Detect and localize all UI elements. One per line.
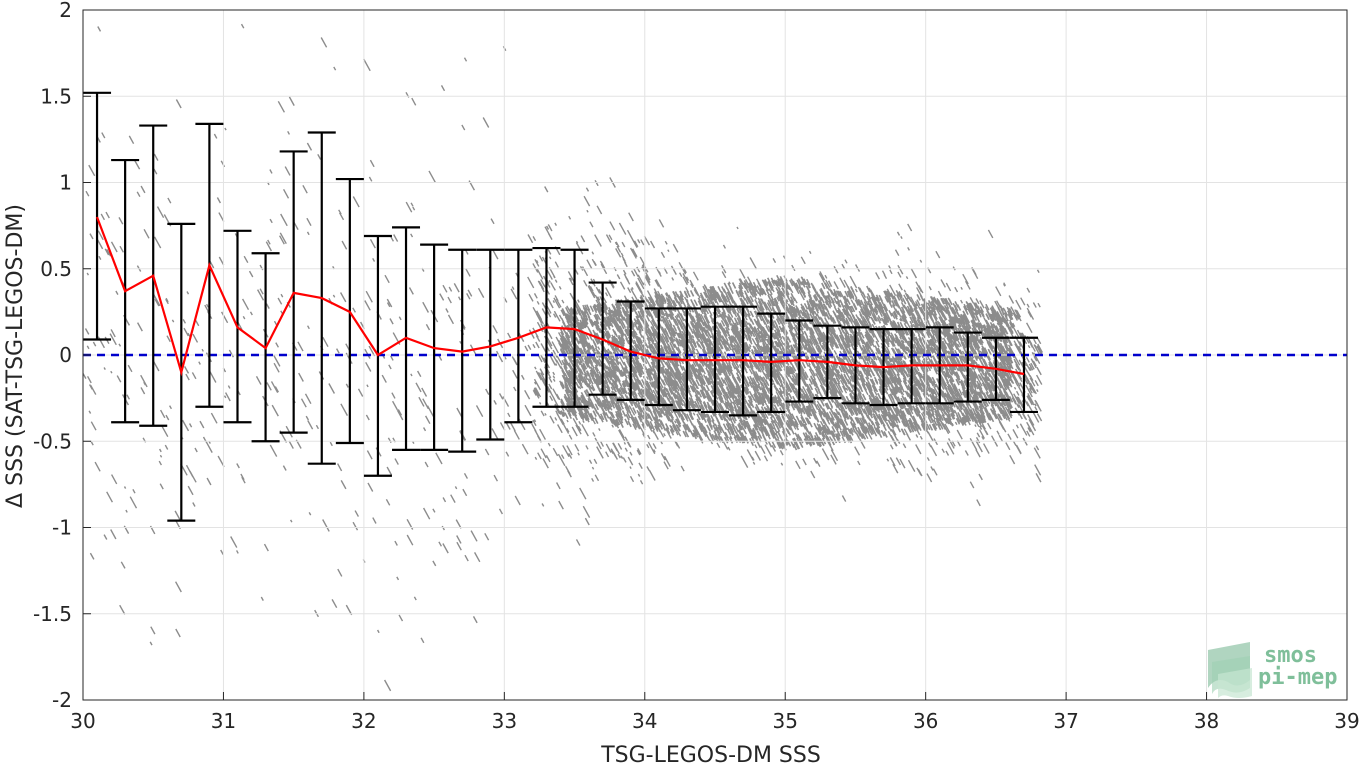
x-tick-label: 35	[772, 709, 797, 733]
x-tick-label: 37	[1053, 709, 1078, 733]
error-bar	[83, 91, 112, 341]
x-tick-label: 30	[70, 709, 95, 733]
x-tick-label: 32	[351, 709, 376, 733]
error-bar	[644, 307, 673, 407]
x-tick-label: 38	[1194, 709, 1219, 733]
scatter-cloud	[82, 23, 1044, 692]
y-tick-label: 0.5	[40, 257, 72, 281]
mean-line	[95, 216, 1025, 377]
x-tick-label: 33	[492, 709, 517, 733]
y-tick-label: -1.5	[33, 602, 72, 626]
y-tick-label: -2	[52, 688, 72, 712]
error-bar	[476, 248, 505, 441]
x-tick-label: 39	[1334, 709, 1359, 733]
error-bar	[953, 331, 982, 403]
logo-text-line1: smos	[1264, 643, 1317, 668]
x-axis-title: TSG-LEGOS-DM SSS	[600, 743, 821, 765]
y-tick-label: 1.5	[40, 84, 72, 108]
y-tick-label: 2	[59, 0, 72, 22]
axes	[82, 9, 1348, 701]
y-tick-label: -0.5	[33, 429, 72, 453]
x-tick-label: 31	[211, 709, 236, 733]
y-axis-title: Δ SSS (SAT-TSG-LEGOS-DM)	[3, 204, 28, 508]
logo-text-line2: pi-mep	[1258, 665, 1337, 690]
smos-pi-mep-logo: smos pi-mep	[1208, 642, 1337, 698]
error-bar	[1009, 336, 1038, 414]
y-tick-label: 0	[59, 343, 72, 367]
error-bar	[504, 248, 533, 424]
y-tick-label: 1	[59, 171, 72, 195]
x-tick-label: 34	[632, 709, 657, 733]
tick-labels: 30 31 32 33 34 35 36 37 38 39 -2 -1.5 -1 -0.5 0 0.5 1 1.5…	[33, 0, 1360, 733]
x-tick-label: 36	[913, 709, 938, 733]
y-tick-label: -1	[52, 516, 72, 540]
mean-line-group	[95, 216, 1025, 377]
